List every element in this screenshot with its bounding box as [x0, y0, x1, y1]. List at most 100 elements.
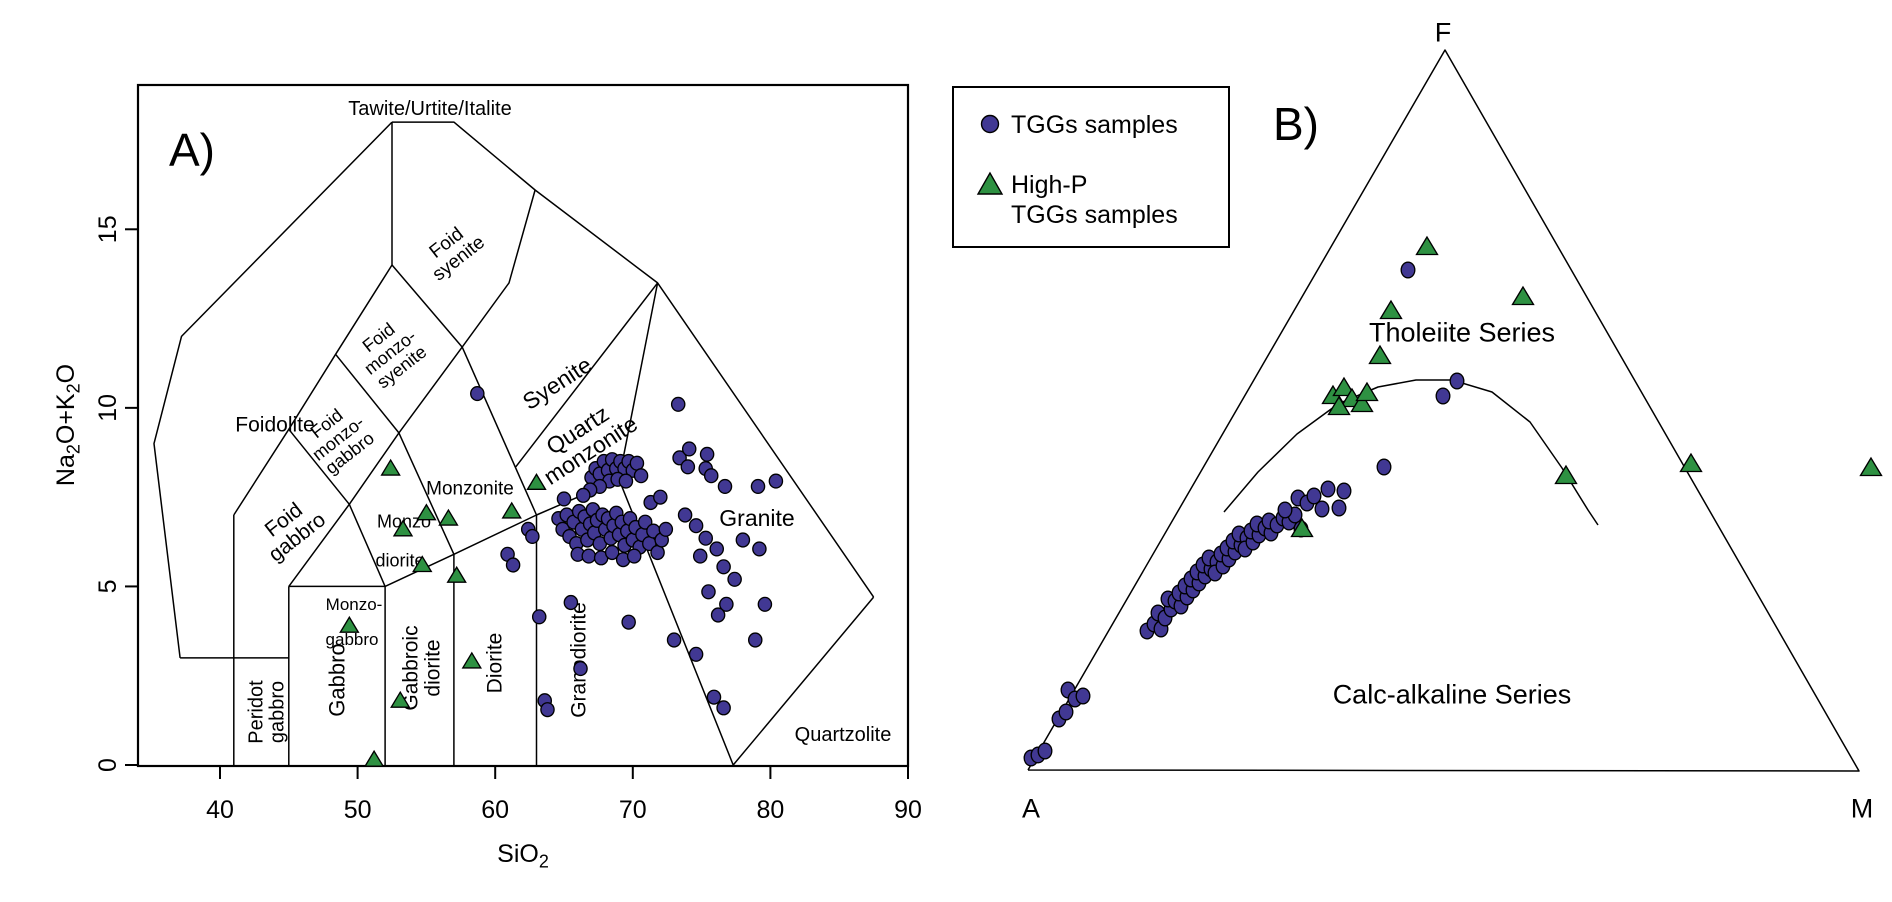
field-label-granodiorite: Granodiorite: [567, 602, 590, 718]
field-boundary: [288, 189, 536, 587]
y-axis-title: Na2​O+K2​O: [52, 364, 84, 486]
data-point-triangle: [390, 690, 411, 708]
field-boundary: [515, 282, 659, 468]
ternary-labels: B) F A M Tholeiite Series Calc-alkaline Serie…: [1022, 17, 1873, 823]
afm-series-tggs: [1023, 261, 1465, 767]
ternary-frame: [1027, 49, 1860, 772]
data-point-triangle: [1554, 464, 1578, 485]
data-point-circle: [1314, 500, 1330, 518]
tas-series-high-p: [339, 458, 547, 767]
data-point-circle: [699, 446, 715, 462]
data-point-triangle: [1415, 235, 1439, 256]
data-point-triangle: [1679, 452, 1703, 473]
ternary-vertex-f: F: [1435, 17, 1452, 47]
data-point-triangle: [1290, 517, 1314, 538]
data-point-circle: [658, 521, 674, 537]
data-point-triangle: [416, 503, 437, 521]
data-point-circle: [670, 396, 686, 412]
x-tick-label: 50: [344, 796, 372, 824]
data-point-triangle: [1859, 456, 1883, 477]
field-label-syenite: Syenite: [518, 351, 597, 415]
data-point-circle: [618, 473, 634, 489]
data-point-triangle: [392, 519, 414, 537]
data-point-circle: [717, 478, 733, 495]
data-point-circle: [1400, 261, 1416, 279]
afm-series-high-p: [1290, 235, 1883, 538]
field-boundary: [618, 282, 659, 480]
data-point-triangle: [1350, 392, 1374, 413]
data-point-circle: [692, 548, 708, 564]
y-tick-label: 5: [94, 579, 122, 593]
x-tick-label: 80: [756, 796, 784, 824]
legend-label-high-p: High-P: [1011, 171, 1087, 199]
data-point-circle: [650, 544, 665, 561]
field-label-quartzolite: Quartzolite: [795, 724, 892, 746]
field-label-foid-monzosyenite: Foidmonzo-syenite: [349, 311, 432, 393]
y-tick-label: 10: [94, 394, 122, 422]
field-label-monzonite: Monzonite: [426, 479, 514, 500]
data-point-circle: [470, 385, 485, 402]
field-boundary: [153, 121, 393, 658]
field-label-foid-syenite: Foidsyenite: [416, 216, 489, 285]
data-point-triangle: [339, 615, 360, 633]
data-point-circle: [706, 689, 722, 705]
data-point-circle: [701, 584, 716, 600]
field-boundary: [288, 428, 350, 505]
data-point-circle: [1075, 687, 1091, 705]
field-label-foid-monzogabbro: Foidmonzo-gabbro: [297, 397, 380, 479]
data-point-circle: [1058, 703, 1074, 721]
data-point-circle: [716, 700, 731, 716]
data-point-circle: [688, 518, 704, 534]
legend-box: [952, 86, 1230, 248]
data-point-circle: [666, 632, 682, 648]
data-point-circle: [757, 596, 773, 612]
plot-frame: [136, 83, 910, 768]
data-point-circle: [750, 478, 766, 495]
data-point-circle: [604, 544, 620, 561]
y-tick-label: 15: [94, 215, 122, 243]
field-boundary: [392, 121, 875, 598]
data-point-circle: [653, 489, 668, 505]
data-point-circle: [575, 487, 591, 503]
x-tick-label: 90: [894, 796, 922, 824]
field-boundary: [461, 346, 538, 516]
field-label-gabbro: Gabbro: [325, 643, 350, 716]
data-point-circle: [633, 468, 649, 484]
legend-label-tggs: TGGs samples: [1011, 111, 1178, 139]
data-point-circle: [1435, 387, 1451, 405]
legend-marker-triangle: [976, 171, 1004, 195]
field-label-diorite: Diorite: [483, 633, 506, 694]
ternary-vertex-a: A: [1022, 793, 1040, 823]
field-label-monzogabbro-2: gabbro: [326, 630, 379, 649]
data-point-triangle: [1332, 376, 1356, 397]
field-label-peridot-gabbro: Peridotgabbro: [246, 680, 289, 744]
field-label-foid-gabbro: Foidgabbro: [251, 491, 330, 567]
data-point-triangle: [461, 651, 483, 669]
data-point-circle: [688, 646, 704, 662]
data-point-circle: [719, 596, 734, 612]
data-point-circle: [752, 541, 767, 557]
data-point-triangle: [438, 508, 459, 526]
field-label-granite: Granite: [719, 505, 794, 531]
x-tick-label: 60: [481, 796, 509, 824]
data-point-triangle: [1379, 299, 1403, 320]
field-label-foidolite: Foidolite: [235, 413, 314, 436]
tas-field-labels: A) Tawite/Urtite/Italite Foidolite Foidsyen…: [169, 98, 891, 746]
data-point-circle: [716, 559, 731, 575]
data-point-triangle: [1327, 395, 1351, 416]
data-point-triangle: [526, 473, 547, 491]
data-point-circle: [621, 614, 636, 630]
data-point-circle: [747, 632, 763, 648]
data-point-triangle: [446, 565, 467, 583]
data-point-circle: [629, 455, 645, 471]
legend-label-high-p: TGGs samples: [1011, 201, 1178, 229]
data-point-circle: [1336, 482, 1352, 500]
data-point-circle: [680, 459, 696, 475]
data-point-circle: [710, 607, 726, 623]
data-point-circle: [581, 548, 597, 564]
data-point-circle: [1277, 501, 1293, 519]
panel-b-tag: B): [1273, 98, 1319, 150]
field-label-monzodiorite-2: diorite: [375, 550, 424, 570]
